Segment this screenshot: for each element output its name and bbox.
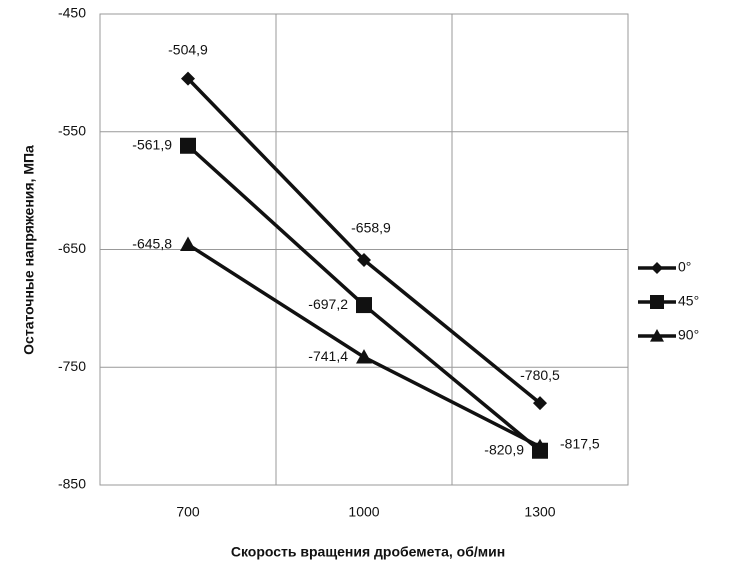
y-axis-title: Остаточные напряжения, МПа xyxy=(21,145,37,355)
data-label: -504,9 xyxy=(168,41,208,57)
x-axis-title: Скорость вращения дробемета, об/мин xyxy=(231,544,505,560)
data-label: -658,9 xyxy=(351,220,391,236)
data-label: -697,2 xyxy=(308,296,348,312)
x-tick-label: 1000 xyxy=(348,504,379,520)
marker xyxy=(180,236,196,251)
x-tick-label: 1300 xyxy=(524,504,555,520)
marker xyxy=(181,71,195,86)
legend-label: 90° xyxy=(678,327,699,343)
marker xyxy=(356,349,372,364)
marker xyxy=(357,252,371,267)
marker xyxy=(532,438,548,454)
data-label: -820,9 xyxy=(484,441,524,457)
data-label: -741,4 xyxy=(308,348,348,364)
x-tick-label: 700 xyxy=(176,504,200,520)
y-tick-label: -450 xyxy=(58,5,86,21)
series-line xyxy=(187,243,541,449)
y-tick-label: -850 xyxy=(58,476,86,492)
legend-marker xyxy=(650,329,664,342)
data-label: -780,5 xyxy=(520,367,560,383)
data-label: -645,8 xyxy=(132,235,172,251)
legend-marker xyxy=(651,262,663,274)
marker xyxy=(356,297,372,314)
legend-label: 45° xyxy=(678,293,699,309)
y-tick-label: -550 xyxy=(58,122,86,138)
legend-label: 0° xyxy=(678,259,691,275)
legend-marker xyxy=(650,295,664,309)
y-tick-label: -750 xyxy=(58,358,86,374)
marker xyxy=(533,396,547,411)
y-tick-label: -650 xyxy=(58,240,86,256)
marker xyxy=(180,137,196,154)
data-label: -561,9 xyxy=(132,136,172,152)
data-label: -817,5 xyxy=(560,435,600,451)
